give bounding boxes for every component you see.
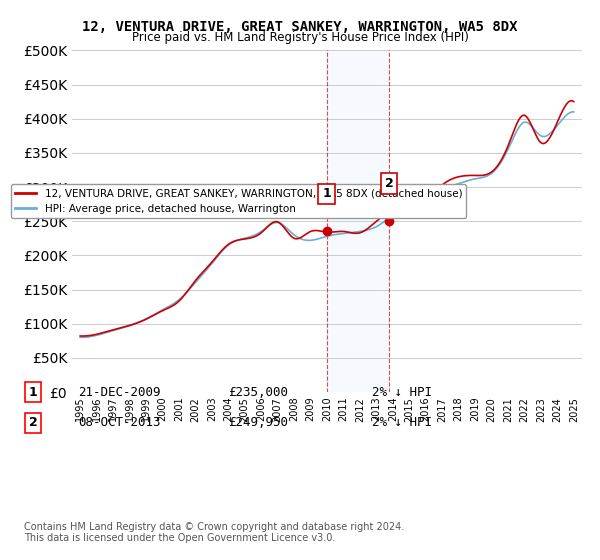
Text: 2: 2 [29, 416, 37, 430]
Text: 1: 1 [29, 385, 37, 399]
Text: 2: 2 [385, 177, 394, 190]
Text: 2% ↓ HPI: 2% ↓ HPI [372, 385, 432, 399]
Text: Contains HM Land Registry data © Crown copyright and database right 2024.
This d: Contains HM Land Registry data © Crown c… [24, 521, 404, 543]
Text: £249,950: £249,950 [228, 416, 288, 430]
Bar [326, 50, 389, 392]
Text: 21-DEC-2009: 21-DEC-2009 [78, 385, 161, 399]
Text: 08-OCT-2013: 08-OCT-2013 [78, 416, 161, 430]
Text: 1: 1 [322, 188, 331, 200]
Legend: 12, VENTURA DRIVE, GREAT SANKEY, WARRINGTON, WA5 8DX (detached house), HPI: Aver: 12, VENTURA DRIVE, GREAT SANKEY, WARRING… [11, 184, 466, 218]
Text: 12, VENTURA DRIVE, GREAT SANKEY, WARRINGTON, WA5 8DX: 12, VENTURA DRIVE, GREAT SANKEY, WARRING… [82, 20, 518, 34]
Text: 2% ↓ HPI: 2% ↓ HPI [372, 416, 432, 430]
Text: Price paid vs. HM Land Registry's House Price Index (HPI): Price paid vs. HM Land Registry's House … [131, 31, 469, 44]
Text: £235,000: £235,000 [228, 385, 288, 399]
